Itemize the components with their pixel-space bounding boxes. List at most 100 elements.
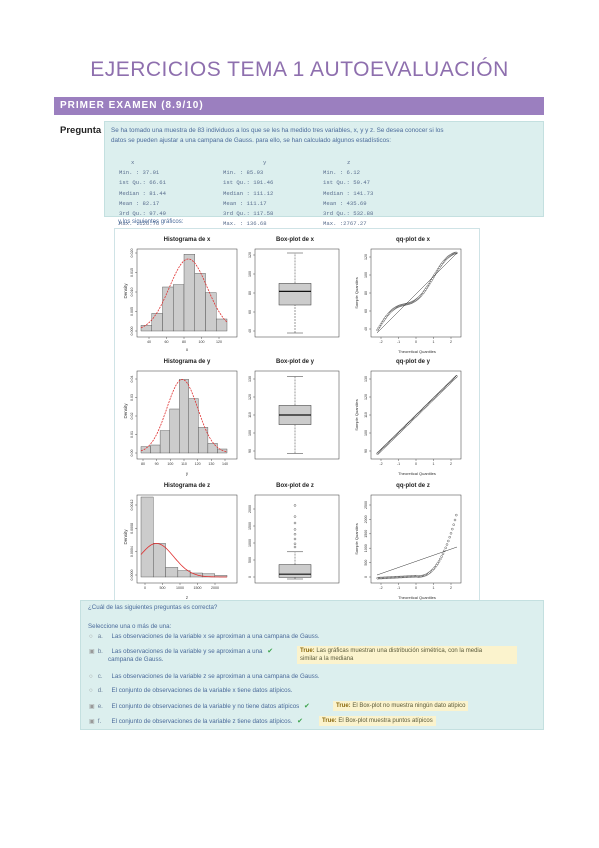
hist-y-xtick-label: 100 bbox=[167, 462, 173, 466]
option-f[interactable]: ▣ f. El conjunto de observaciones de la … bbox=[89, 717, 303, 725]
box-z-outlier bbox=[293, 542, 297, 545]
hist-x-ytick-label: 0.010 bbox=[130, 288, 134, 297]
qq-x-ylabel: Sample Quantiles bbox=[354, 277, 359, 309]
qq-x-ytick-label: 100 bbox=[364, 272, 368, 278]
option-a[interactable]: ○ a. Las observaciones de la variable x … bbox=[89, 633, 320, 640]
box-z-frame bbox=[254, 494, 340, 584]
option-c[interactable]: ○ c. Las observaciones de la variable z … bbox=[89, 673, 320, 680]
stats-z-row: 3rd Qu.: 532.88 bbox=[323, 210, 374, 218]
qq-z-ytick-label: 0 bbox=[364, 576, 368, 578]
stats-x-row: Median : 81.44 bbox=[119, 189, 166, 197]
stats-x-row: Min. : 37.01 bbox=[119, 169, 160, 177]
stats-y: y Min. : 85.93 1st Qu.: 101.46 Median : … bbox=[223, 158, 273, 229]
feedback-label: True: bbox=[336, 703, 351, 709]
qq-y-xtick-label: 1 bbox=[433, 462, 435, 466]
qq-x-xtick-label: 2 bbox=[450, 340, 452, 344]
hist-x-xtick-label: 120 bbox=[216, 340, 222, 344]
qq-z-point bbox=[448, 536, 451, 539]
hist-y-ylabel: Density bbox=[123, 403, 128, 419]
box-y-ytick-label: 100 bbox=[248, 430, 252, 436]
qq-x-point bbox=[399, 304, 402, 307]
check-icon: ✔ bbox=[297, 718, 304, 725]
hist-x-bar bbox=[140, 325, 152, 332]
hist-y-title: Histograma de y bbox=[164, 359, 211, 365]
qq-x-point bbox=[426, 284, 430, 288]
checkbox-checked-icon[interactable]: ▣ bbox=[89, 648, 95, 655]
qq-x-point bbox=[404, 302, 408, 306]
checkbox-icon[interactable]: ○ bbox=[89, 633, 93, 640]
box-z-ytick-label: 1500 bbox=[248, 522, 252, 530]
hist-z-ytick-label: 0.0012 bbox=[130, 500, 134, 511]
checkbox-icon[interactable]: ○ bbox=[89, 673, 93, 680]
option-f-feedback: True: El Box-plot muestra puntos atípico… bbox=[319, 716, 436, 726]
qq-x-point bbox=[451, 252, 455, 256]
qq-z-point bbox=[411, 575, 414, 578]
graphs-intro: y los siguientes gráficos: bbox=[118, 219, 184, 225]
qq-x-point bbox=[386, 313, 390, 316]
hist-y-density-curve bbox=[140, 378, 228, 453]
qq-z-point bbox=[405, 575, 409, 578]
qq-x-xtick-label: -1 bbox=[397, 340, 400, 344]
qq-y-xlabel: Theoretical Quantiles bbox=[398, 471, 436, 476]
qq-z-point bbox=[383, 576, 386, 579]
qq-z-point bbox=[391, 576, 394, 579]
qq-z-point bbox=[435, 564, 438, 567]
qq-x-point bbox=[385, 314, 388, 318]
qq-z-point bbox=[428, 571, 431, 574]
checkbox-icon[interactable]: ○ bbox=[89, 687, 93, 694]
stats-y-row: Max. : 136.68 bbox=[223, 220, 267, 228]
qq-z-point bbox=[444, 546, 447, 549]
option-text: Las observaciones de la variable x se ap… bbox=[111, 633, 320, 640]
box-y-title: Box-plot de y bbox=[276, 359, 315, 365]
qq-z-point bbox=[415, 575, 418, 578]
hist-z-bar bbox=[177, 570, 191, 578]
qq-y-ytick-label: 130 bbox=[364, 376, 368, 382]
qq-x-point bbox=[430, 279, 433, 282]
hist-z-bar bbox=[165, 567, 179, 578]
box-z-title: Box-plot de z bbox=[276, 483, 314, 489]
stats-y-row: 1st Qu.: 101.46 bbox=[223, 179, 274, 187]
hist-y-xtick-label: 120 bbox=[195, 462, 201, 466]
hist-x-bar bbox=[173, 284, 185, 332]
qq-z-point bbox=[423, 574, 426, 577]
qq-z-point bbox=[395, 576, 398, 579]
checkbox-checked-icon[interactable]: ▣ bbox=[89, 703, 95, 710]
qq-x-point bbox=[436, 268, 440, 271]
hist-z-title: Histograma de z bbox=[164, 483, 210, 489]
stats-x: x Min. : 37.01 1st Qu.: 66.61 Median : 8… bbox=[119, 158, 166, 229]
qq-z-point bbox=[421, 574, 425, 578]
qq-z-point bbox=[396, 576, 399, 579]
qq-x-xtick-label: 1 bbox=[433, 340, 435, 344]
option-d[interactable]: ○ d. El conjunto de observaciones de la … bbox=[89, 687, 292, 694]
qq-y-xtick-label: 2 bbox=[450, 462, 452, 466]
qq-z-point bbox=[433, 566, 437, 569]
box-x-ytick-label: 80 bbox=[248, 291, 252, 295]
qq-z-ref-line bbox=[376, 546, 458, 576]
checkbox-checked-icon[interactable]: ▣ bbox=[89, 718, 95, 725]
qq-y-point bbox=[449, 380, 452, 384]
stats-x-row: 1st Qu.: 66.61 bbox=[119, 179, 166, 187]
option-b[interactable]: ▣ b. Las observaciones de la variable y … bbox=[89, 647, 273, 655]
qq-x-point bbox=[440, 263, 443, 266]
qq-x-title: qq-plot de x bbox=[396, 237, 431, 243]
hist-y-xtick-label: 130 bbox=[208, 462, 214, 466]
qq-x-point bbox=[402, 303, 406, 306]
hist-y-bar bbox=[207, 443, 218, 454]
option-e[interactable]: ▣ e. El conjunto de observaciones de la … bbox=[89, 702, 310, 710]
qq-z-ytick-label: 500 bbox=[364, 560, 368, 566]
box-z-ytick-label: 500 bbox=[248, 557, 252, 563]
hist-x-density-curve bbox=[140, 258, 228, 329]
hist-x-bar bbox=[162, 286, 174, 332]
hist-x-xtick-label: 40 bbox=[147, 340, 151, 344]
statement-line-2: datos se pueden ajustar a una campana de… bbox=[111, 136, 392, 144]
qq-z-title: qq-plot de z bbox=[396, 483, 430, 489]
stats-z-header: z bbox=[347, 159, 351, 166]
hist-z-xtick-label: 1500 bbox=[194, 586, 202, 590]
qq-z-point bbox=[439, 557, 442, 561]
option-b-continued: campana de Gauss. bbox=[108, 656, 164, 663]
qq-z-point bbox=[404, 575, 407, 578]
hist-x-xtick-label: 80 bbox=[182, 340, 186, 344]
hist-y-ytick-label: 0.02 bbox=[130, 413, 134, 420]
qq-x-point bbox=[398, 304, 401, 308]
qq-x-point bbox=[441, 261, 444, 264]
